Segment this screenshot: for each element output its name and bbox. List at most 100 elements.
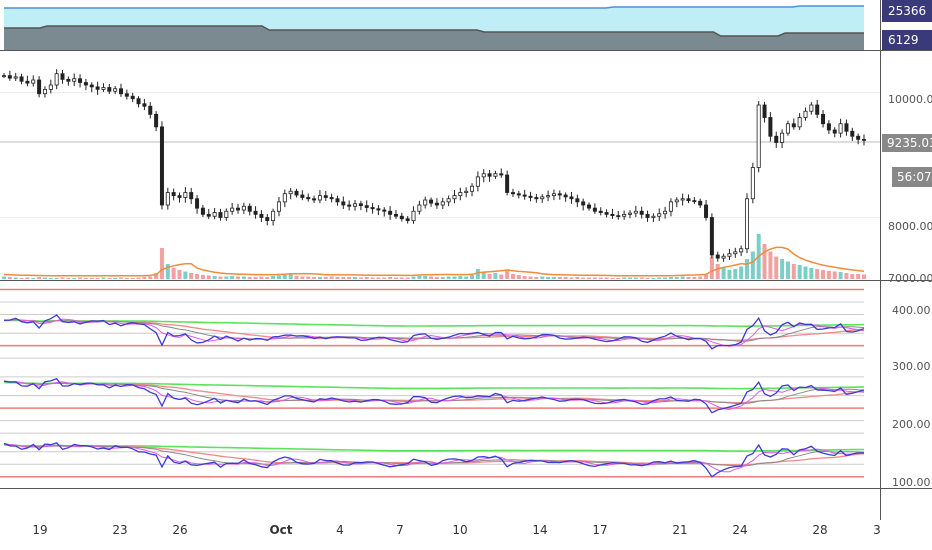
candle: [393, 210, 398, 219]
volume-bar: [230, 276, 235, 279]
volume-bar: [627, 277, 632, 279]
volume-bar: [423, 276, 428, 279]
volume-bar: [218, 276, 223, 279]
volume-bar: [674, 277, 679, 279]
time-tick-label: 3: [873, 523, 881, 537]
last-price-label: 9235.03: [887, 136, 932, 150]
candle: [83, 78, 88, 91]
volume-bar: [452, 276, 457, 279]
volume-bar: [587, 277, 592, 279]
candle: [306, 193, 311, 202]
candle: [739, 245, 744, 257]
candle: [42, 86, 47, 98]
candle: [797, 113, 802, 130]
volume-bar: [107, 278, 112, 279]
volume-bar: [48, 278, 53, 279]
candle: [510, 188, 515, 197]
candle: [236, 203, 241, 214]
candle: [171, 188, 176, 201]
candle: [282, 189, 287, 208]
candle: [247, 203, 252, 216]
candle: [119, 83, 124, 97]
candle: [844, 119, 849, 136]
candle: [470, 183, 475, 197]
candle: [130, 92, 135, 103]
candle: [505, 170, 510, 196]
candle: [464, 187, 469, 198]
candle: [639, 206, 644, 219]
volume-bar: [475, 269, 480, 279]
candle: [674, 197, 679, 208]
candle: [522, 189, 527, 200]
price-tick-label: 7000.00: [888, 272, 932, 285]
volume-bar: [575, 277, 580, 279]
price-axis[interactable]: 25366 6129 10000.00 8000.00 7000.00 9235…: [882, 0, 932, 489]
volume-bar: [341, 277, 346, 279]
candle: [54, 69, 59, 90]
time-axis[interactable]: 19 23 26 Oct 4 7 10 14 17 21 24 28 3: [32, 523, 880, 537]
volume-bar: [698, 276, 703, 279]
candle: [72, 73, 77, 86]
candle: [668, 198, 673, 217]
time-tick-label: 28: [812, 523, 827, 537]
volume-bar: [183, 271, 188, 279]
volume-bar: [236, 276, 241, 279]
volume-bar: [417, 276, 422, 279]
candle: [7, 70, 12, 81]
candle: [540, 194, 545, 203]
volume-bar: [306, 276, 311, 279]
volume-bar: [148, 276, 153, 279]
volume-bar: [803, 266, 808, 279]
candle: [335, 195, 340, 206]
volume-bar: [265, 277, 270, 279]
candle: [581, 198, 586, 211]
volume-bar: [686, 277, 691, 279]
volume-bar: [563, 277, 568, 279]
volume-bar: [19, 278, 24, 279]
upper-area-line: [4, 5, 864, 9]
volume-bar: [739, 266, 744, 279]
candle: [183, 187, 188, 203]
candles: [2, 69, 867, 262]
volume-bar: [850, 274, 855, 279]
volume-bar: [546, 277, 551, 279]
candle: [25, 75, 30, 87]
countdown-label: 56:07: [897, 170, 932, 184]
candle: [587, 202, 592, 211]
volume-bar: [598, 277, 603, 279]
candle: [294, 188, 299, 198]
candle: [610, 208, 615, 219]
volume-bar: [259, 276, 264, 279]
volume-bar: [113, 278, 118, 279]
volume-bar: [540, 276, 545, 279]
volume-bar: [862, 274, 866, 279]
candle: [195, 194, 200, 214]
signal-line: [3, 442, 865, 466]
volume-bar: [7, 277, 12, 279]
main-line: [3, 442, 864, 478]
time-tick-label: 23: [112, 523, 127, 537]
candle: [48, 79, 53, 94]
candle: [329, 193, 334, 203]
candle: [534, 193, 539, 203]
candle: [569, 191, 574, 204]
slow-line: [3, 443, 865, 467]
time-tick-label: 10: [452, 523, 467, 537]
volume-bar: [785, 261, 790, 279]
price-tick-label: 8000.00: [888, 220, 932, 233]
volume-bar: [592, 277, 597, 279]
candle: [546, 190, 551, 202]
top-strip-panel: [0, 0, 880, 50]
candle: [604, 209, 609, 218]
candle: [399, 212, 404, 222]
candle: [113, 86, 118, 95]
candle: [709, 213, 714, 259]
volume-bar: [60, 277, 65, 279]
time-tick-label: 4: [336, 523, 344, 537]
baseline-line: [3, 319, 865, 328]
volume-bar: [791, 264, 796, 279]
volume-bar: [370, 277, 375, 279]
candle: [592, 203, 597, 214]
candle: [142, 98, 147, 111]
